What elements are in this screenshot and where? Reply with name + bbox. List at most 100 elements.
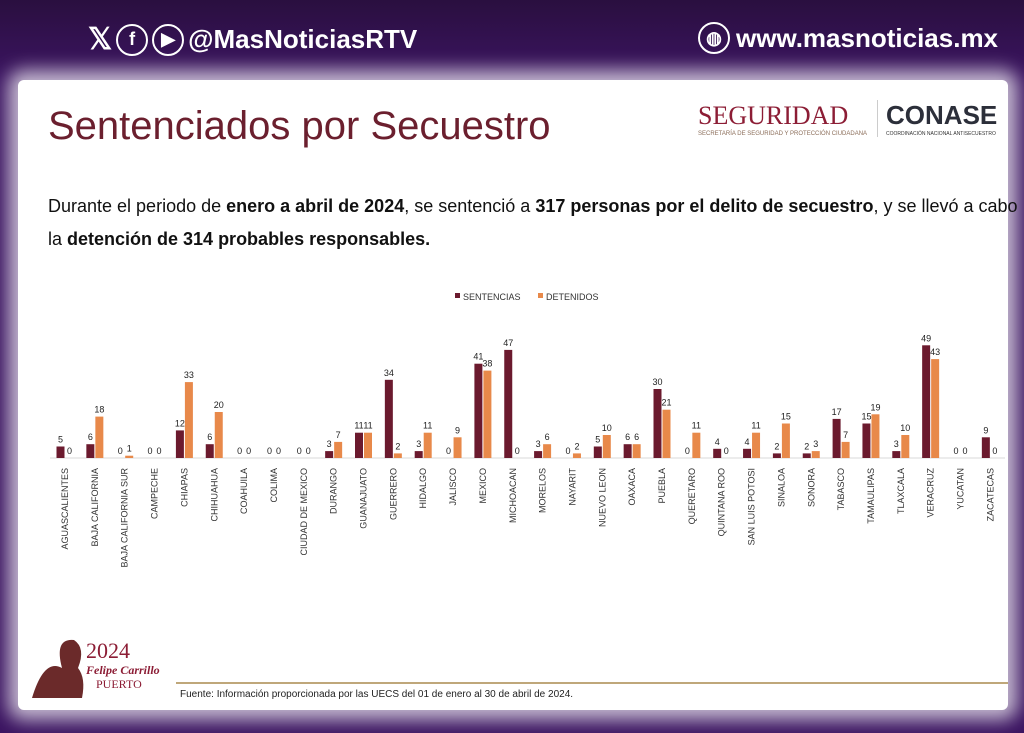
bar-detenidos (334, 441, 343, 458)
bar-sentencias (862, 423, 871, 458)
x-icon: 𝕏 (88, 23, 113, 56)
bar-detenidos (95, 416, 104, 458)
bar-sentencias (892, 451, 901, 458)
bar-sentencias (922, 345, 931, 458)
x-tick-label: MICHOACAN (508, 468, 518, 523)
x-tick-label: CHIAPAS (179, 468, 189, 507)
data-label: 0 (992, 446, 997, 456)
x-tick-label: CAMPECHE (150, 468, 160, 519)
x-tick-label: SAN LUIS POTOSI (747, 468, 757, 545)
x-tick-label: HIDALGO (418, 468, 428, 509)
bar-detenidos (364, 432, 372, 458)
data-label: 18 (94, 405, 104, 415)
x-tick-label: VERACRUZ (926, 468, 936, 518)
data-label: 3 (536, 439, 541, 449)
bar-sentencias (623, 444, 632, 458)
conase-logo: CONASE COORDINACIÓN NACIONAL ANTISECUEST… (877, 100, 997, 137)
data-label: 15 (861, 412, 871, 422)
bar-detenidos (871, 414, 880, 458)
bar-detenidos (781, 423, 790, 458)
data-label: 4 (745, 437, 750, 447)
x-tick-label: OAXACA (627, 468, 637, 506)
bar-detenidos (901, 435, 910, 458)
footer-divider (176, 682, 1008, 684)
data-label: 0 (237, 446, 242, 456)
infographic-card (18, 80, 1008, 710)
bar-detenidos (214, 412, 223, 458)
data-label: 21 (661, 398, 671, 408)
bar-detenidos (632, 444, 641, 458)
x-tick-label: ZACATECAS (985, 468, 995, 521)
x-tick-label: BAJA CALIFORNIA (90, 468, 100, 547)
data-label: 12 (175, 418, 185, 428)
x-tick-label: GUANAJUATO (359, 468, 369, 529)
bar-sentencias (743, 448, 752, 458)
social-handles: 𝕏 f ▶ @MasNoticiasRTV (88, 22, 417, 57)
bar-sentencias (474, 363, 483, 458)
x-tick-label: NAYARIT (567, 467, 577, 505)
data-label: 0 (118, 446, 123, 456)
bar-sentencias (772, 453, 781, 458)
data-label: 11 (751, 421, 760, 431)
bar-detenidos (692, 432, 701, 458)
bar-detenidos (662, 409, 671, 458)
logos: SEGURIDAD SECRETARÍA DE SEGURIDAD Y PROT… (698, 100, 997, 137)
data-label: 3 (416, 439, 421, 449)
bar-detenidos (572, 453, 581, 458)
x-tick-label: JALISCO (448, 468, 458, 506)
bar-sentencias (205, 444, 214, 458)
data-label: 0 (515, 446, 520, 456)
bar-sentencias (504, 349, 513, 458)
seguridad-logo: SEGURIDAD SECRETARÍA DE SEGURIDAD Y PROT… (698, 100, 868, 137)
bar-detenidos (752, 432, 761, 458)
data-label: 11 (363, 421, 372, 431)
data-label: 9 (455, 425, 460, 435)
data-label: 11 (692, 421, 701, 431)
data-label: 2 (574, 441, 579, 451)
x-tick-label: CHIHUAHUA (209, 468, 219, 522)
youtube-icon: ▶ (152, 23, 185, 56)
x-tick-label: MORELOS (538, 468, 548, 513)
facebook-icon: f (116, 23, 149, 56)
bar-detenidos (184, 382, 193, 458)
bar-detenidos (453, 437, 462, 458)
data-label: 0 (297, 446, 302, 456)
x-tick-label: DURANGO (329, 468, 339, 514)
data-label: 1 (127, 444, 132, 454)
bar-sentencias (534, 451, 543, 458)
bar-sentencias (355, 432, 363, 458)
bar-detenidos (811, 451, 820, 458)
bar-detenidos (931, 359, 940, 458)
x-tick-label: AGUASCALIENTES (60, 468, 70, 550)
data-label: 5 (595, 435, 600, 445)
data-label: 0 (962, 446, 967, 456)
data-label: 3 (327, 439, 332, 449)
data-label: 19 (870, 402, 880, 412)
x-tick-label: QUINTANA ROO (717, 468, 727, 536)
data-label: 2 (774, 441, 779, 451)
data-label: 6 (634, 432, 639, 442)
bar-sentencias (175, 430, 184, 458)
x-tick-label: TABASCO (836, 468, 846, 510)
data-label: 6 (207, 432, 212, 442)
website: ◍ www.masnoticias.mx (698, 22, 998, 54)
data-label: 11 (354, 421, 363, 431)
data-label: 41 (473, 352, 483, 362)
data-label: 0 (685, 446, 690, 456)
globe-icon: ◍ (698, 22, 730, 54)
data-label: 17 (832, 407, 842, 417)
data-label: 38 (482, 359, 492, 369)
data-label: 7 (843, 430, 848, 440)
x-tick-label: CIUDAD DE MEXICO (299, 468, 309, 556)
data-label: 0 (953, 446, 958, 456)
bar-sentencias (713, 448, 722, 458)
bar-sentencias (325, 451, 334, 458)
bar-sentencias (56, 446, 65, 458)
svg-text:Felipe Carrillo: Felipe Carrillo (85, 663, 160, 677)
data-label: 2 (804, 441, 809, 451)
data-label: 20 (214, 400, 224, 410)
data-label: 30 (652, 377, 662, 387)
data-label: 0 (565, 446, 570, 456)
x-tick-label: MEXICO (478, 468, 488, 504)
data-label: 11 (423, 421, 432, 431)
